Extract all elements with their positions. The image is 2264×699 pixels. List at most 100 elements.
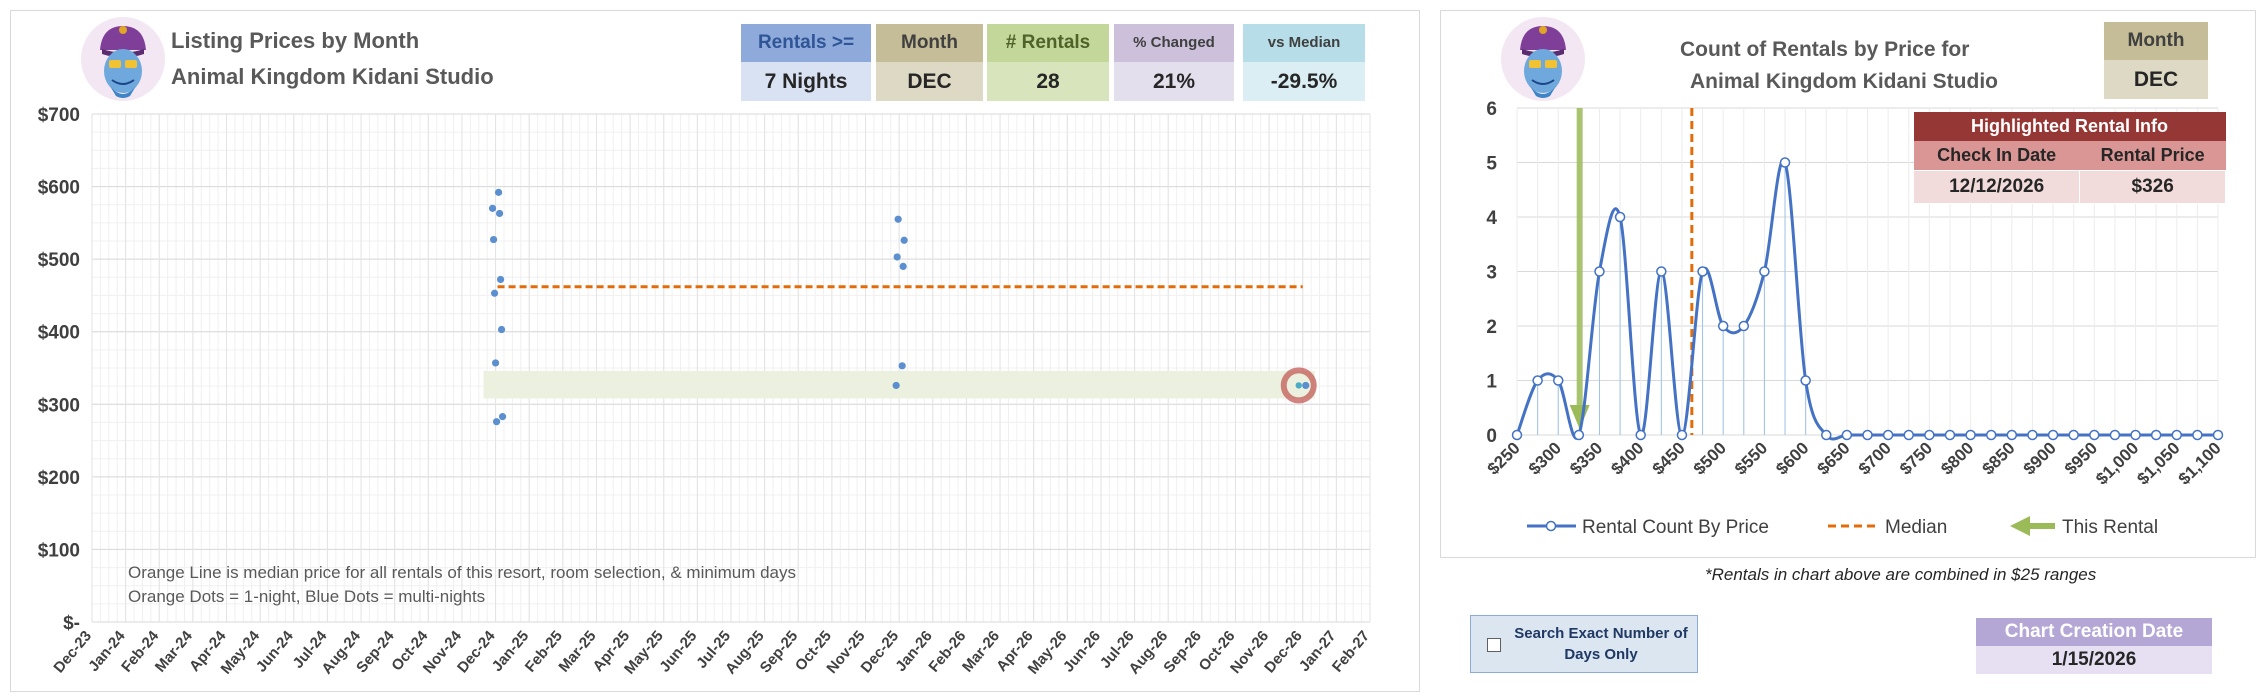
rental-count-point (1676, 429, 1688, 441)
listing-point (898, 362, 906, 370)
rental-count-point (2047, 429, 2059, 441)
info-title: Highlighted Rental Info (1913, 112, 2226, 141)
y-tick-label: $400 (38, 323, 80, 344)
x-tick-label: $1,050 (2133, 438, 2183, 488)
listing-point (490, 289, 499, 297)
x-tick-label: $350 (1566, 438, 1606, 478)
rental-count-point (2171, 429, 2183, 441)
info-price-value: $326 (2079, 170, 2226, 204)
y-tick-label: 4 (1486, 208, 1497, 229)
x-tick-label: $700 (1855, 438, 1895, 478)
listing-point (900, 236, 908, 244)
listing-prices-scatter-chart: $-$100$200$300$400$500$600$700Dec-23Jan-… (38, 105, 1373, 678)
listing-point (498, 413, 507, 421)
rental-count-panel (1440, 10, 2256, 558)
x-tick-label: Feb-27 (1329, 628, 1373, 676)
rental-count-point (2109, 429, 2121, 441)
rental-count-point (1882, 429, 1894, 441)
stat-vs-median-label: vs Median (1243, 24, 1365, 62)
rental-count-point (1800, 375, 1811, 386)
legend-this-rental-arrow-icon (2010, 516, 2055, 536)
y-tick-label: $- (63, 613, 80, 634)
x-tick-label: Jun-24 (253, 627, 298, 675)
rental-count-point (2212, 429, 2224, 441)
search-exact-days-checkbox[interactable]: Search Exact Number of Days Only (1470, 615, 1698, 673)
stat-rentals-value: 28 (987, 62, 1109, 101)
listing-point (497, 325, 506, 334)
chart-creation-date: Chart Creation Date 1/15/2026 (1976, 618, 2212, 674)
rental-count-point (1511, 429, 1523, 441)
stat-month-label: Month (876, 24, 983, 62)
rental-count-point (2150, 429, 2162, 441)
rental-count-point (1903, 429, 1914, 441)
x-tick-label: Dec-25 (858, 628, 903, 677)
y-tick-label: 0 (1486, 426, 1497, 447)
listing-point (1302, 381, 1310, 390)
creation-date-label: Chart Creation Date (1976, 618, 2212, 646)
right-month-value: DEC (2104, 60, 2208, 99)
rental-count-curve (1515, 158, 2218, 441)
rental-count-point (1594, 266, 1605, 277)
rental-count-point (1779, 157, 1791, 168)
listing-point (494, 188, 503, 196)
checkbox-square[interactable] (1487, 638, 1501, 652)
x-tick-label: $300 (1525, 438, 1565, 478)
rental-count-point (1656, 266, 1667, 277)
rental-count-point (2068, 429, 2079, 441)
stat-min-nights: Rentals >= 7 Nights (741, 24, 871, 101)
rental-count-point (1635, 429, 1646, 441)
x-tick-label: $400 (1607, 438, 1647, 478)
y-tick-label: 2 (1486, 317, 1497, 338)
rental-count-point (2089, 429, 2100, 441)
x-tick-label: Dec-26 (1261, 628, 1306, 677)
y-tick-label: 3 (1486, 263, 1497, 284)
left-title-line1: Listing Prices by Month (171, 28, 420, 53)
y-tick-label: $600 (38, 178, 80, 199)
rental-count-point (1759, 266, 1770, 277)
stat-rentals-count: # Rentals 28 (987, 24, 1109, 101)
rental-count-point (1697, 266, 1708, 277)
rental-count-point (1738, 320, 1750, 332)
stat-month: Month DEC (876, 24, 983, 101)
x-tick-label: $800 (1937, 438, 1977, 478)
listing-point (892, 381, 900, 390)
x-tick-label: Dec-23 (50, 628, 95, 677)
info-col-check-in: Check In Date (1913, 141, 2080, 171)
rental-count-point (1985, 429, 1997, 441)
x-tick-label: $450 (1649, 438, 1689, 478)
rental-count-point (1552, 375, 1564, 386)
rental-count-point (1614, 211, 1626, 223)
chart-note-line1: Orange Line is median price for all rent… (128, 563, 796, 582)
rental-count-point (1862, 429, 1873, 441)
genie-logo (81, 17, 165, 101)
chart-note-line2: Orange Dots = 1-night, Blue Dots = multi… (128, 587, 486, 606)
x-tick-label: $650 (1814, 438, 1854, 478)
rental-count-point (1924, 429, 1935, 441)
rental-count-point (1573, 429, 1585, 441)
stat-month-value: DEC (876, 62, 983, 101)
this-rental-bar (1576, 108, 1583, 415)
right-month-label: Month (2104, 22, 2208, 60)
footnote: *Rentals in chart above are combined in … (1705, 565, 2097, 584)
info-check-in-value: 12/12/2026 (1912, 170, 2081, 204)
search-exact-days-label: Search Exact Number of Days Only (1514, 625, 1688, 663)
y-tick-label: 5 (1486, 154, 1497, 175)
rental-count-point (1532, 375, 1543, 386)
legend-median-label: Median (1885, 517, 1947, 538)
stat-vs-median-value: -29.5% (1243, 62, 1365, 101)
highlighted-rental-ring (1280, 367, 1317, 404)
x-tick-label: Sep-24 (353, 627, 398, 676)
legend-this-rental-label: This Rental (2062, 517, 2158, 538)
listing-point (488, 204, 497, 212)
x-tick-label: Mar-25 (555, 628, 599, 676)
x-tick-label: $600 (1772, 438, 1812, 478)
stat-vs-median: vs Median -29.5% (1243, 24, 1365, 101)
y-tick-label: $100 (38, 540, 80, 561)
y-tick-label: $300 (38, 395, 80, 416)
rental-count-point (1841, 429, 1853, 441)
x-tick-label: $1,100 (2175, 438, 2225, 488)
creation-date-value: 1/15/2026 (1976, 646, 2212, 674)
y-tick-label: 6 (1486, 99, 1497, 120)
y-tick-label: $200 (38, 468, 80, 489)
